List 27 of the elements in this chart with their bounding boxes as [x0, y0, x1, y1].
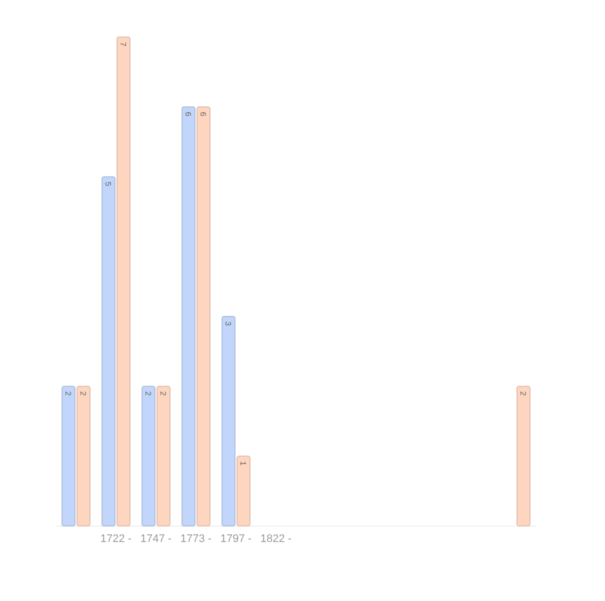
x-tick-label: 1747 - [140, 533, 172, 545]
bar [516, 386, 530, 526]
bar [222, 316, 236, 526]
bar [116, 36, 130, 526]
x-tick-label: 1822 - [260, 533, 292, 545]
bar [62, 386, 76, 526]
data-label: 6 [184, 112, 193, 117]
bar [236, 456, 250, 526]
data-label: 3 [224, 321, 233, 326]
data-label: 5 [104, 182, 113, 187]
bar [76, 386, 90, 526]
bar [156, 386, 170, 526]
data-label: 6 [198, 112, 208, 117]
data-label: 2 [78, 391, 88, 396]
data-label: 2 [144, 391, 153, 396]
x-tick-label: 1797 - [220, 533, 252, 545]
bar [182, 106, 196, 526]
data-label: 2 [158, 391, 168, 396]
data-label: 7 [118, 42, 128, 47]
x-tick-label: 1722 - [100, 533, 132, 545]
data-label: 2 [518, 391, 528, 396]
bar [196, 106, 210, 526]
data-label: 1 [238, 461, 248, 466]
bar [142, 386, 156, 526]
bar [102, 176, 116, 526]
data-label: 2 [64, 391, 73, 396]
x-tick-label: 1773 - [180, 533, 212, 545]
